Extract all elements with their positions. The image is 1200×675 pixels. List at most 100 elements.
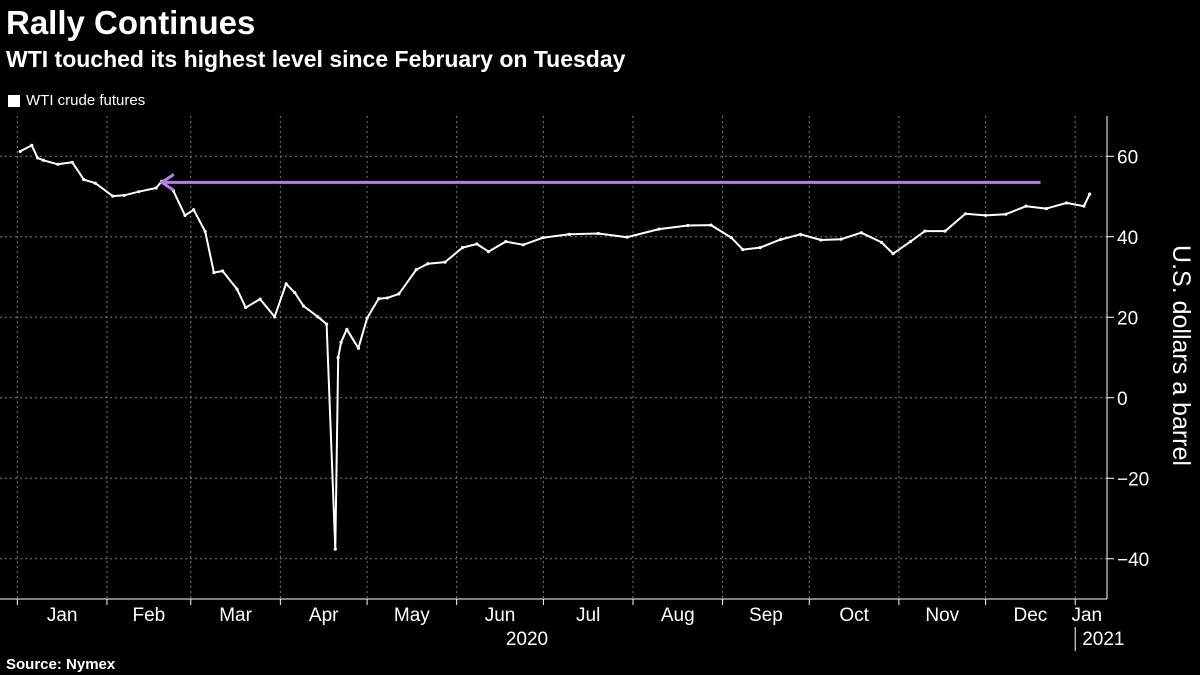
data-point <box>819 238 823 242</box>
data-point <box>879 240 884 244</box>
data-point <box>541 235 545 240</box>
data-point <box>154 186 158 190</box>
data-point <box>741 248 745 252</box>
data-point <box>943 229 947 233</box>
data-point <box>41 158 45 162</box>
x-tick-label: Jan <box>1071 605 1102 626</box>
x-tick-label: Sep <box>749 605 783 626</box>
data-point <box>891 252 895 256</box>
y-tick-label: 40 <box>1117 228 1138 249</box>
data-point <box>475 242 479 246</box>
data-point <box>301 304 306 308</box>
data-point <box>657 227 661 231</box>
data-point <box>70 160 74 164</box>
data-point <box>35 156 40 160</box>
data-point <box>1064 201 1069 205</box>
data-point <box>203 229 207 234</box>
data-point <box>839 237 843 241</box>
data-point <box>1088 192 1092 196</box>
x-tick-label: Jan <box>47 605 78 626</box>
x-tick-label: May <box>394 605 430 626</box>
data-point <box>82 177 86 182</box>
legend-swatch <box>8 94 20 107</box>
legend: WTI crude futures <box>8 92 145 109</box>
x-tick-label: Apr <box>309 605 339 626</box>
data-point <box>244 305 248 310</box>
series-line-wti <box>19 144 1091 551</box>
data-point <box>137 190 141 194</box>
data-point <box>192 208 196 212</box>
x-tick-label: Dec <box>1014 605 1048 626</box>
data-point <box>345 327 349 331</box>
data-point <box>365 316 369 320</box>
y-tick-label: −40 <box>1117 550 1149 571</box>
data-point <box>1024 204 1028 208</box>
data-point <box>859 231 863 235</box>
x-tick-label: Nov <box>925 605 959 626</box>
data-point <box>504 239 508 244</box>
x-tick-label: Jun <box>485 605 516 626</box>
data-point <box>486 250 491 254</box>
y-tick-label: 20 <box>1117 308 1138 329</box>
data-point <box>111 194 115 198</box>
data-point <box>729 235 733 240</box>
x-tick-label: Aug <box>661 605 695 626</box>
data-point <box>414 268 418 272</box>
data-point <box>325 322 329 326</box>
data-point <box>385 296 389 300</box>
year-label-2020: 2020 <box>506 629 548 650</box>
data-point <box>397 292 401 296</box>
data-point <box>293 291 297 295</box>
data-point <box>30 143 34 147</box>
data-point <box>908 239 913 244</box>
data-point <box>521 243 525 247</box>
x-tick-label: Feb <box>132 605 165 626</box>
data-point <box>183 213 187 218</box>
x-tick-label: Mar <box>219 605 252 626</box>
data-point <box>258 297 262 301</box>
y-axis-label: U.S. dollars a barrel <box>1167 245 1195 466</box>
y-tick-label: 60 <box>1117 147 1138 168</box>
data-point <box>758 246 762 250</box>
year-label-2021: 2021 <box>1082 629 1124 650</box>
x-tick-label: Oct <box>839 605 869 626</box>
data-point <box>443 260 447 264</box>
chart-subtitle: WTI touched its highest level since Febr… <box>6 46 626 72</box>
data-point <box>272 315 277 319</box>
data-point <box>984 213 988 218</box>
legend-label: WTI crude futures <box>26 92 146 109</box>
data-point <box>336 355 340 360</box>
data-point <box>284 282 288 286</box>
data-point <box>923 229 927 233</box>
data-point <box>460 246 465 250</box>
data-point <box>356 346 361 350</box>
data-point <box>339 340 343 344</box>
data-point <box>122 193 126 197</box>
data-point <box>18 149 22 154</box>
data-point <box>426 262 430 266</box>
x-tick-label: Jul <box>576 605 600 626</box>
data-point <box>625 235 629 239</box>
data-point <box>220 269 225 273</box>
data-point <box>93 181 97 185</box>
data-point <box>377 297 381 301</box>
data-point <box>1004 212 1008 216</box>
data-point <box>963 212 967 216</box>
data-point <box>316 315 320 319</box>
data-point <box>686 223 690 228</box>
data-point <box>567 232 571 236</box>
y-tick-label: −20 <box>1117 469 1149 490</box>
annotation-arrow-head <box>159 173 175 192</box>
y-tick-label: 0 <box>1117 389 1128 410</box>
data-point <box>235 287 239 291</box>
chart-title: Rally Continues <box>6 4 256 41</box>
data-point <box>596 231 600 236</box>
data-point <box>799 232 803 236</box>
data-point <box>333 547 337 551</box>
data-point <box>1044 206 1048 211</box>
data-point <box>1082 204 1086 208</box>
data-point <box>778 237 782 242</box>
data-point <box>709 223 713 227</box>
data-point <box>56 162 60 166</box>
